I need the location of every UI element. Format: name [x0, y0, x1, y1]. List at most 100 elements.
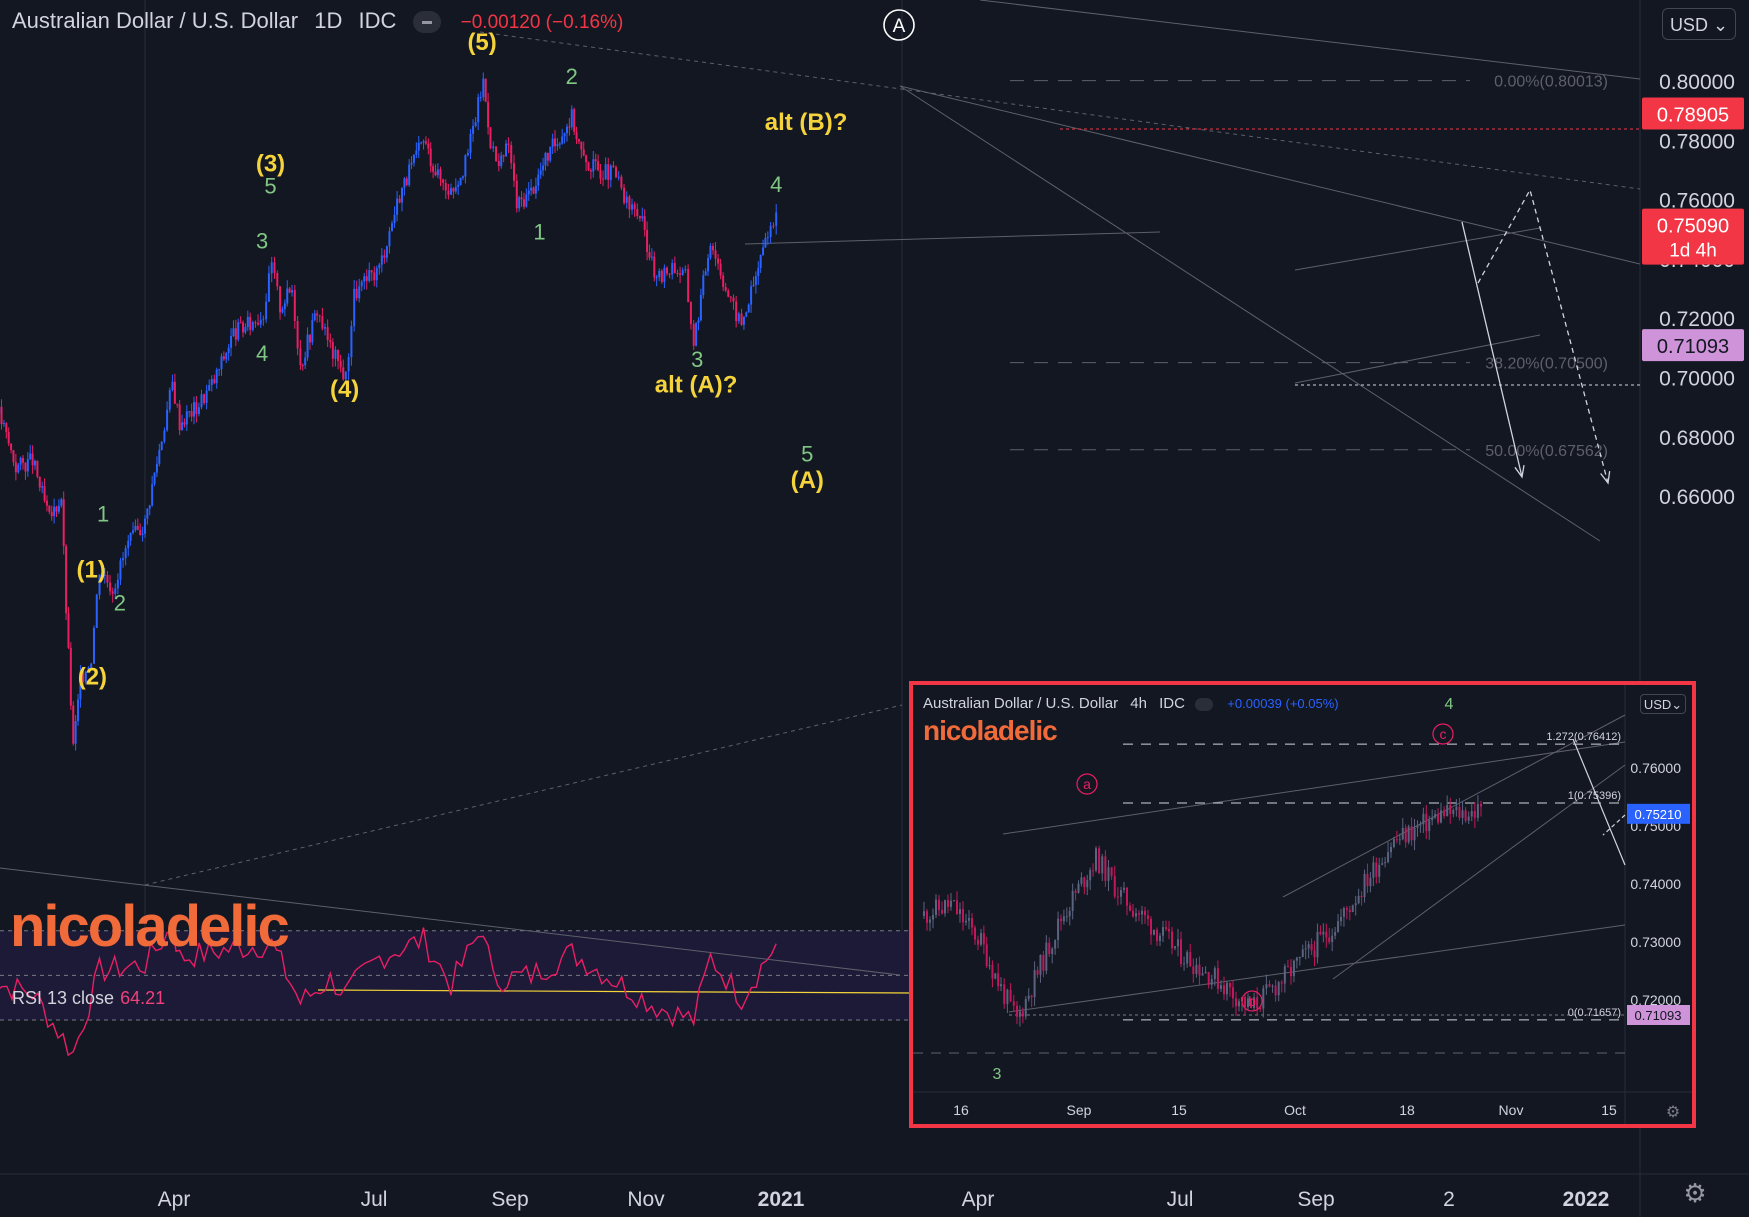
candle: [276, 273, 279, 287]
candle: [592, 159, 595, 172]
inset-candle: [1186, 952, 1189, 964]
inset-candle: [1280, 982, 1283, 984]
candle: [512, 163, 515, 181]
candle: [197, 407, 200, 414]
candle: [757, 267, 760, 277]
candle: [766, 236, 769, 238]
trend-line: [479, 31, 1641, 190]
candle: [279, 286, 282, 313]
cycle-circle-marker: [883, 9, 915, 41]
candle: [502, 155, 505, 157]
candle: [417, 142, 420, 151]
inset-candle: [1366, 873, 1369, 887]
candle: [464, 155, 467, 177]
candle: [153, 472, 156, 485]
candle: [136, 525, 139, 530]
inset-candle: [1325, 931, 1328, 938]
trend-line: [144, 704, 903, 886]
inset-candle: [926, 911, 928, 923]
candle: [176, 403, 179, 405]
candle: [729, 296, 732, 298]
inset-gear-icon: ⚙: [1666, 1102, 1680, 1121]
inset-candle: [977, 939, 979, 945]
inset-candle: [1159, 935, 1161, 942]
collapse-icon[interactable]: [412, 11, 441, 34]
candle: [487, 101, 490, 128]
candle: [388, 231, 391, 247]
candle: [597, 161, 600, 171]
inset-candle: [1313, 950, 1316, 958]
inset-candle: [1334, 931, 1337, 936]
inset-candle: [1232, 987, 1234, 999]
inset-candle: [1116, 896, 1119, 898]
inset-candle: [1431, 817, 1434, 821]
candle: [355, 288, 358, 299]
candle: [41, 486, 44, 488]
candle: [215, 369, 218, 384]
interval-label[interactable]: 1D: [314, 8, 343, 33]
rsi-legend[interactable]: RSI 13 close 64.21: [12, 988, 165, 1009]
inset-candle: [1378, 864, 1381, 877]
candle: [666, 267, 669, 274]
inset-price-tag: [1627, 1005, 1690, 1025]
candle: [246, 316, 249, 328]
price-axis-tick: 0.78000: [1659, 130, 1735, 153]
candle: [0, 406, 3, 425]
candle: [296, 321, 299, 349]
price-tag: [1642, 329, 1744, 362]
inset-candle: [1000, 984, 1002, 987]
candle: [288, 288, 291, 293]
candle: [114, 588, 117, 594]
inset-price-tag-label: 0.75210: [1635, 807, 1682, 822]
inset-candle: [1174, 946, 1176, 949]
inset-candle: [923, 911, 925, 916]
candle: [527, 190, 530, 195]
inset-candle: [1301, 949, 1304, 958]
inset-candle: [1363, 873, 1366, 898]
inset-candle: [1033, 970, 1036, 998]
trend-line: [979, 0, 1641, 80]
inset-candle: [991, 965, 994, 979]
symbol-name[interactable]: Australian Dollar / U.S. Dollar: [12, 8, 299, 33]
inset-candle: [953, 900, 955, 902]
inset-candle: [1419, 824, 1422, 826]
candle: [510, 145, 513, 164]
inset-chart-canvas[interactable]: 1.272(0.76412) 1(0.75396) 0(0.71657) a b c 4 3 0…: [913, 685, 1692, 1124]
candle: [424, 141, 427, 144]
candle: [469, 133, 472, 153]
candle: [82, 671, 85, 683]
inset-candle: [1292, 960, 1295, 977]
inset-candle: [1369, 877, 1372, 887]
inset-wave-circle: [1432, 723, 1454, 745]
inset-candle: [1398, 839, 1401, 841]
inset-candle: [1051, 948, 1054, 955]
inset-candle: [1045, 942, 1048, 971]
price-tag-countdown: 1d 4h: [1669, 241, 1717, 262]
inset-candle: [1021, 1011, 1024, 1017]
candle: [234, 328, 237, 340]
inset-wave-label: b: [1248, 993, 1256, 1009]
inset-candle: [1080, 877, 1083, 884]
wave-label: 3: [256, 229, 268, 254]
candle: [452, 188, 455, 192]
candle: [195, 402, 198, 414]
inset-candle: [1054, 940, 1057, 949]
inset-candle: [1147, 915, 1149, 919]
inset-header: Australian Dollar / U.S. Dollar 4h IDC +…: [923, 695, 1339, 712]
inset-candle: [1057, 918, 1060, 941]
price-axis-tick: 0.70000: [1659, 368, 1735, 391]
candle: [660, 270, 663, 283]
candle: [119, 560, 122, 580]
candle: [192, 402, 195, 417]
settings-gear-icon[interactable]: ⚙: [1683, 1178, 1707, 1208]
candle: [45, 500, 48, 506]
currency-dropdown[interactable]: USD ⌄: [1662, 8, 1736, 40]
chevron-down-icon: ⌄: [1707, 15, 1729, 35]
candle: [447, 190, 450, 195]
inset-candle: [974, 927, 976, 940]
candle: [525, 194, 528, 207]
candle: [515, 180, 518, 209]
candle: [689, 302, 692, 325]
inset-candle: [1165, 927, 1167, 929]
